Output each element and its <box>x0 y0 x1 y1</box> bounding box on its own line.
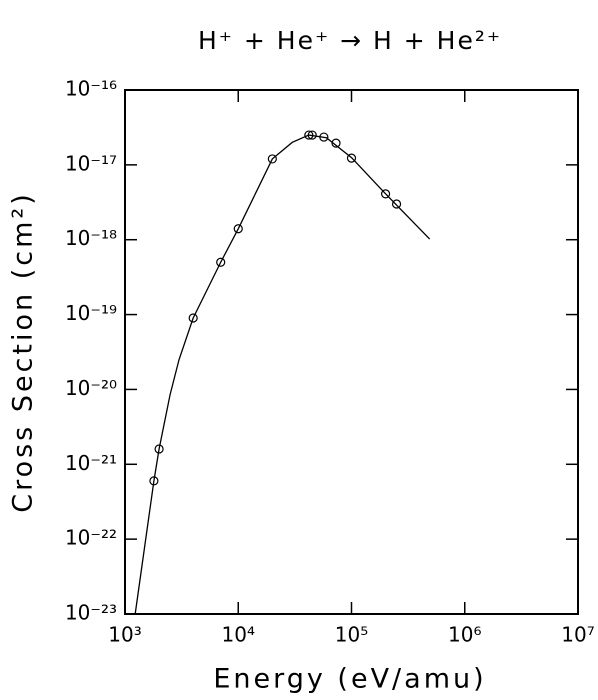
x-axis-title: Energy (eV/amu) <box>213 664 486 695</box>
data-point <box>267 154 277 164</box>
x-tick-label: 10³ <box>108 623 141 647</box>
data-point <box>216 257 226 267</box>
x-tick-label: 10⁴ <box>222 623 255 647</box>
curve <box>134 134 431 615</box>
chart-title: H⁺ + He⁺ → H + He²⁺ <box>198 26 502 55</box>
data-point <box>380 189 391 199</box>
data-point <box>188 313 198 323</box>
y-axis-title: Cross Section (cm²) <box>8 191 39 513</box>
y-tick-label: 10⁻²¹ <box>65 451 117 475</box>
data-point <box>331 138 341 148</box>
y-tick-label: 10⁻²² <box>65 526 117 550</box>
data-point <box>346 153 357 163</box>
y-tick-label: 10⁻¹⁶ <box>65 77 117 101</box>
data-point <box>233 224 243 234</box>
y-tick-label: 10⁻¹⁹ <box>65 301 117 325</box>
x-tick-label: 10⁵ <box>335 623 368 647</box>
y-tick-label: 10⁻¹⁸ <box>65 226 117 250</box>
x-tick-label: 10⁶ <box>448 623 481 647</box>
data-point <box>391 199 402 209</box>
y-tick-label: 10⁻²³ <box>65 601 117 625</box>
x-tick-label: 10⁷ <box>561 623 594 647</box>
plot-frame <box>124 89 579 615</box>
y-tick-label: 10⁻²⁰ <box>65 376 117 400</box>
y-tick-label: 10⁻¹⁷ <box>65 151 117 175</box>
